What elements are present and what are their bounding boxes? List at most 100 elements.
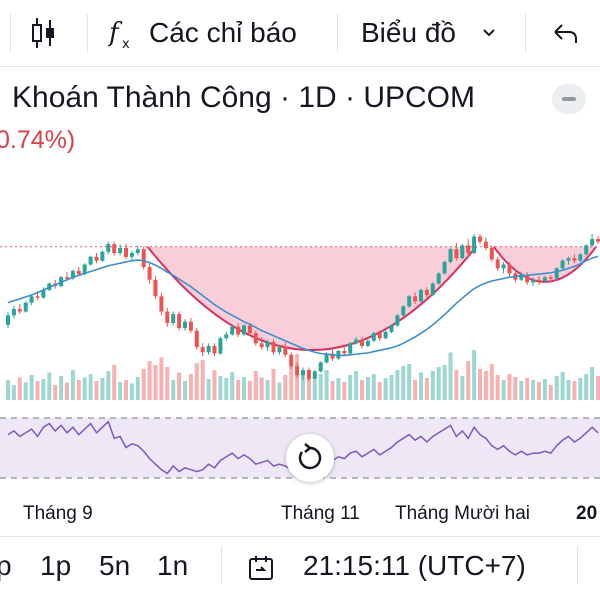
candle-body xyxy=(171,314,176,323)
period-button[interactable]: p xyxy=(0,550,12,581)
volume-bar xyxy=(442,365,447,400)
candle-body xyxy=(472,236,477,254)
volume-bar xyxy=(88,374,93,400)
reset-chart-button[interactable] xyxy=(286,434,334,482)
volume-bar xyxy=(454,370,459,400)
candle-body xyxy=(129,253,134,257)
volume-bar xyxy=(253,371,258,400)
volume-bar xyxy=(301,372,305,400)
candle-body xyxy=(330,353,335,359)
candle-body xyxy=(17,309,22,312)
volume-bar xyxy=(242,377,246,400)
candle-body xyxy=(454,249,459,259)
x-axis-label: Tháng 9 xyxy=(23,503,93,524)
candle-body xyxy=(301,370,305,376)
volume-bar xyxy=(472,350,477,400)
candle-body xyxy=(312,371,317,379)
candle-body xyxy=(596,239,600,242)
candle-body xyxy=(183,321,187,329)
candle-body xyxy=(401,306,406,316)
candle-body xyxy=(306,370,311,379)
candle-body xyxy=(566,258,571,261)
svg-text:f: f xyxy=(108,18,123,48)
volume-bar xyxy=(566,380,571,400)
collapse-legend-button[interactable] xyxy=(552,84,586,114)
volume-bar xyxy=(29,375,34,400)
volume-bar xyxy=(483,371,488,400)
toolbar-divider xyxy=(10,14,11,52)
candle-body xyxy=(483,241,488,248)
volume-bar xyxy=(489,364,494,400)
volume-bar xyxy=(53,385,58,400)
indicators-button[interactable]: Các chỉ báo xyxy=(149,17,297,48)
candle-body xyxy=(70,270,75,279)
volume-bar xyxy=(478,369,482,400)
x-axis-label: 20 xyxy=(576,503,598,524)
volume-bar xyxy=(183,381,187,400)
volume-bar xyxy=(365,377,370,400)
chart-type-button[interactable]: Biểu đồ xyxy=(361,17,456,48)
candle-body xyxy=(141,249,146,268)
candle-body xyxy=(277,347,282,353)
price-change: 0.74%) xyxy=(0,126,76,154)
candle-body xyxy=(124,247,128,257)
candle-body xyxy=(507,264,512,274)
undo-icon[interactable] xyxy=(551,20,579,51)
candle-body xyxy=(383,331,388,339)
candle-body xyxy=(88,256,93,265)
volume-bar xyxy=(159,357,164,400)
volume-bar xyxy=(112,365,117,400)
volume-bar xyxy=(70,370,75,400)
volume-bar xyxy=(424,378,429,400)
candle-body xyxy=(377,333,382,339)
volume-bar xyxy=(560,372,565,400)
volume-bar xyxy=(501,380,506,400)
period-button[interactable]: 1p xyxy=(40,550,72,581)
chevron-down-icon[interactable] xyxy=(482,26,496,44)
volume-bar xyxy=(6,380,10,400)
candle-body xyxy=(106,244,111,252)
volume-bar xyxy=(230,372,235,400)
volume-bar xyxy=(153,365,158,400)
candle-body xyxy=(531,279,536,283)
volume-bar xyxy=(129,383,134,400)
period-button[interactable]: 5n xyxy=(99,550,131,581)
volume-bar xyxy=(259,377,264,400)
candlestick-icon[interactable] xyxy=(31,17,57,54)
candle-body xyxy=(200,347,205,353)
current-time[interactable]: 21:15:11 (UTC+7) xyxy=(303,550,526,581)
symbol-title[interactable]: Khoán Thành Công · 1D · UPCOM xyxy=(12,81,475,114)
volume-bar xyxy=(354,371,359,400)
volume-bar xyxy=(548,385,553,400)
candle-body xyxy=(590,239,595,246)
candle-body xyxy=(554,268,559,279)
candle-body xyxy=(230,326,235,335)
volume-bar xyxy=(407,364,412,400)
candle-body xyxy=(342,350,347,354)
candle-body xyxy=(236,326,241,335)
candle-body xyxy=(6,315,10,325)
fx-icon[interactable]: f x xyxy=(107,17,136,56)
volume-bar xyxy=(318,374,323,400)
volume-bar xyxy=(537,382,541,400)
volume-bar xyxy=(419,372,423,400)
candle-body xyxy=(430,283,435,296)
volume-bar xyxy=(65,382,69,400)
toolbar-divider xyxy=(87,14,88,52)
volume-bar xyxy=(265,380,270,400)
price-chart[interactable] xyxy=(0,160,600,490)
volume-bar xyxy=(430,371,435,400)
volume-bar xyxy=(348,375,353,400)
volume-bar xyxy=(17,377,22,400)
goto-date-icon[interactable] xyxy=(247,554,275,587)
volume-bar xyxy=(247,381,252,400)
volume-bar xyxy=(289,365,294,400)
volume-bar xyxy=(194,363,199,400)
candle-body xyxy=(35,296,40,298)
volume-bar xyxy=(224,378,229,400)
bottombar-border xyxy=(0,536,600,537)
volume-bar xyxy=(519,381,524,400)
period-button[interactable]: 1n xyxy=(157,550,189,581)
candle-body xyxy=(478,236,482,242)
x-axis-label: Tháng 11 xyxy=(281,503,360,524)
